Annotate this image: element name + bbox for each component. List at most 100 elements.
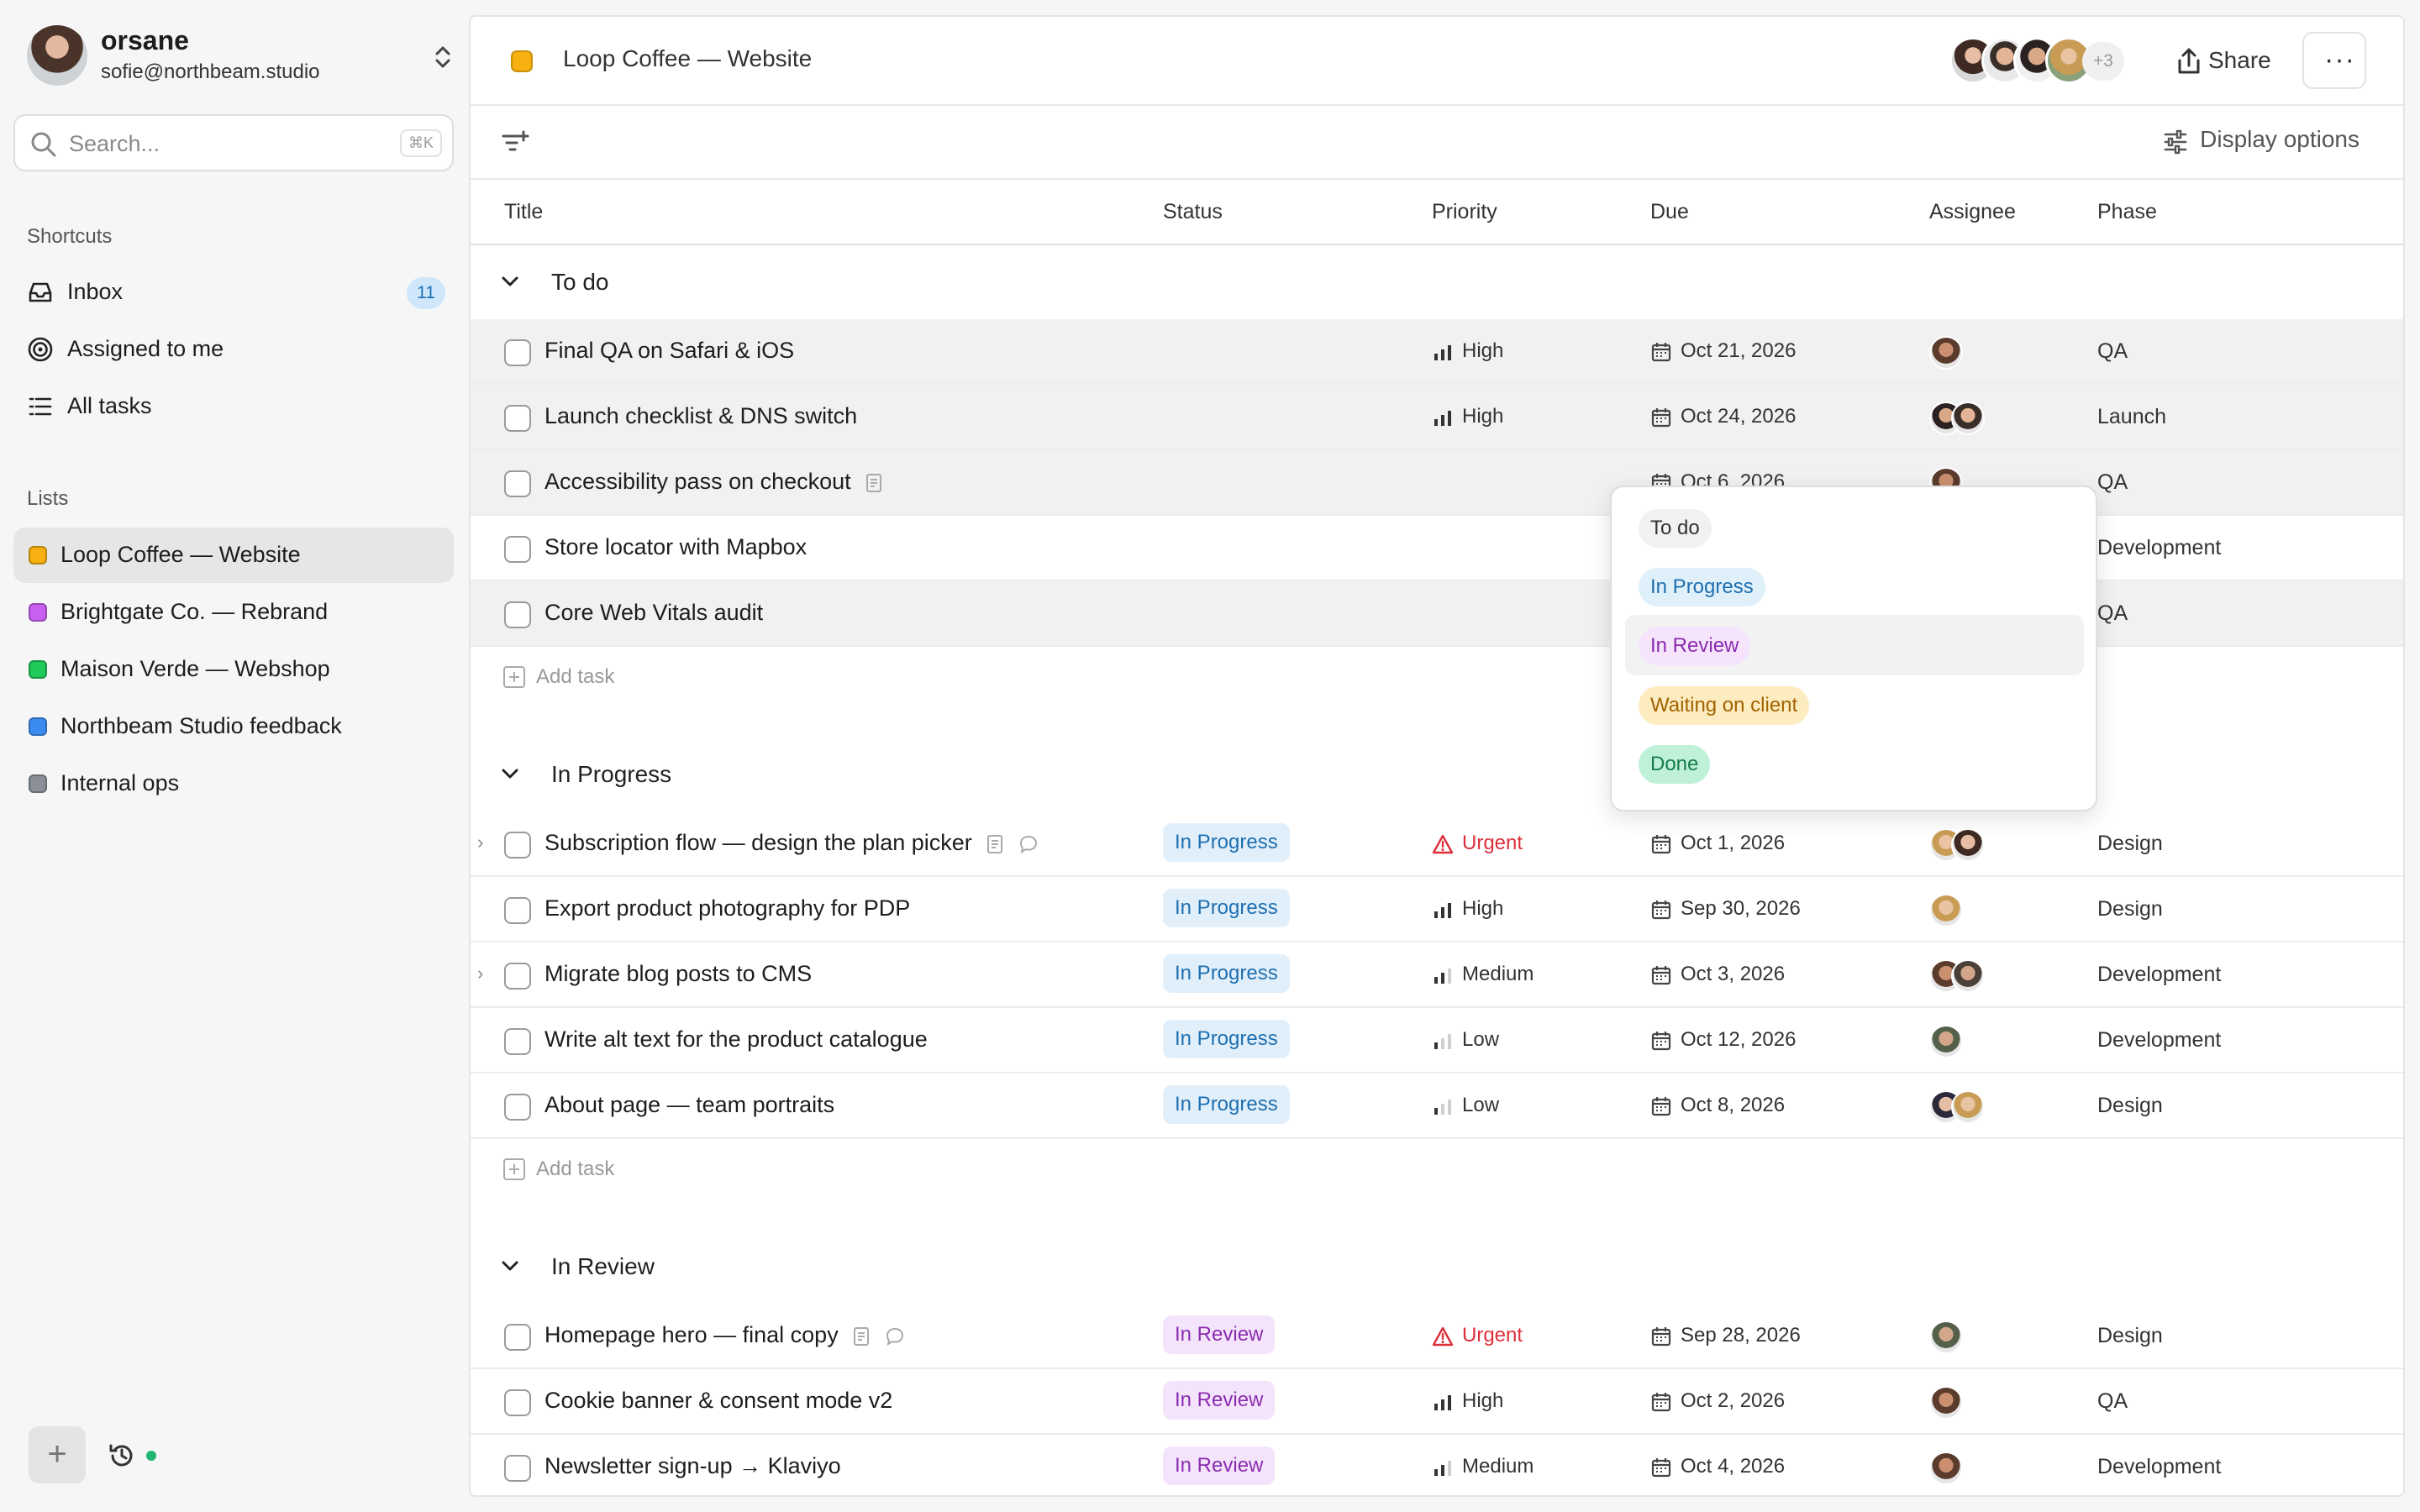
phase-cell[interactable]: Design (2097, 897, 2163, 921)
status-option-in-progress[interactable]: In Progress (1625, 556, 2084, 617)
chevron-down-icon[interactable] (499, 270, 521, 292)
task-title[interactable]: Launch checklist & DNS switch (544, 403, 857, 429)
assignee-cell[interactable] (1929, 1452, 2030, 1485)
task-title[interactable]: Subscription flow — design the plan pick… (544, 830, 1039, 856)
task-checkbox[interactable] (504, 536, 531, 563)
column-header-phase[interactable]: Phase (2097, 200, 2157, 223)
task-title[interactable]: Write alt text for the product catalogue (544, 1026, 928, 1053)
phase-cell[interactable]: QA (2097, 601, 2128, 625)
task-checkbox[interactable] (504, 963, 531, 990)
sidebar-list-item[interactable]: Loop Coffee — Website (13, 528, 454, 583)
assignee-cell[interactable] (1929, 1320, 2030, 1354)
column-header-due[interactable]: Due (1650, 200, 1689, 223)
task-title[interactable]: Accessibility pass on checkout (544, 469, 885, 495)
status-badge[interactable]: In Progress (1163, 1085, 1290, 1124)
task-checkbox[interactable] (504, 339, 531, 366)
task-checkbox[interactable] (504, 1389, 531, 1416)
table-row[interactable]: Store locator with MapboxOct 10, 2026Dev… (471, 516, 2403, 581)
task-checkbox[interactable] (504, 601, 531, 628)
table-row[interactable]: › Subscription flow — design the plan pic… (471, 811, 2403, 877)
table-row[interactable]: Launch checklist & DNS switch High Oct 24,… (471, 385, 2403, 450)
phase-cell[interactable]: QA (2097, 470, 2128, 494)
assignee-cell[interactable] (1929, 828, 2030, 862)
phase-cell[interactable]: Development (2097, 536, 2222, 559)
assignee-cell[interactable] (1929, 959, 2030, 993)
table-row[interactable]: Homepage hero — final copy In Review Urgen… (471, 1304, 2403, 1369)
search-input[interactable]: Search... ⌘K (13, 114, 454, 171)
status-badge[interactable]: In Review (1163, 1381, 1276, 1420)
sidebar-item-inbox[interactable]: Inbox 11 (13, 264, 454, 319)
task-checkbox[interactable] (504, 1028, 531, 1055)
expand-chevron-icon[interactable]: › (477, 963, 484, 984)
sidebar-list-item[interactable]: Internal ops (13, 756, 454, 811)
sidebar-list-item[interactable]: Northbeam Studio feedback (13, 699, 454, 754)
filter-add-icon[interactable] (501, 129, 529, 156)
table-row[interactable]: Cookie banner & consent mode v2 In Review… (471, 1369, 2403, 1435)
phase-cell[interactable]: Launch (2097, 405, 2167, 428)
column-header-priority[interactable]: Priority (1432, 200, 1497, 223)
table-row[interactable]: Final QA on Safari & iOS High Oct 21, 2026… (471, 319, 2403, 385)
task-checkbox[interactable] (504, 1094, 531, 1121)
table-row[interactable]: › Migrate blog posts to CMS In Progress Med… (471, 942, 2403, 1008)
phase-cell[interactable]: Development (2097, 1028, 2222, 1052)
assignee-cell[interactable] (1929, 1090, 2030, 1124)
status-option-in-review[interactable]: In Review (1625, 615, 2084, 675)
task-checkbox[interactable] (504, 1455, 531, 1482)
assignee-cell[interactable] (1929, 1386, 2030, 1420)
phase-cell[interactable]: Design (2097, 832, 2163, 855)
history-icon[interactable] (108, 1441, 136, 1470)
phase-cell[interactable]: QA (2097, 1389, 2128, 1413)
member-avatars[interactable]: +3 (1949, 34, 2151, 87)
status-badge[interactable]: In Progress (1163, 823, 1290, 862)
assignee-cell[interactable] (1929, 336, 2030, 370)
task-title[interactable]: Cookie banner & consent mode v2 (544, 1388, 892, 1414)
table-row[interactable]: About page — team portraits In Progress Lo… (471, 1074, 2403, 1139)
more-options-button[interactable]: ··· (2302, 32, 2366, 89)
task-title[interactable]: About page — team portraits (544, 1092, 834, 1118)
add-button[interactable]: + (29, 1426, 86, 1483)
task-checkbox[interactable] (504, 1324, 531, 1351)
assignee-cell[interactable] (1929, 894, 2030, 927)
task-title[interactable]: Store locator with Mapbox (544, 534, 807, 560)
display-options-button[interactable]: Display options (2164, 126, 2360, 160)
share-button[interactable]: Share (2170, 35, 2296, 87)
task-checkbox[interactable] (504, 897, 531, 924)
chevron-down-icon[interactable] (499, 1255, 521, 1277)
task-title[interactable]: Homepage hero — final copy (544, 1322, 906, 1348)
task-checkbox[interactable] (504, 832, 531, 858)
table-row[interactable]: Newsletter sign-up → Klaviyo In Review Med… (471, 1435, 2403, 1495)
status-badge[interactable]: In Progress (1163, 954, 1290, 993)
column-header-title[interactable]: Title (504, 200, 544, 223)
phase-cell[interactable]: Development (2097, 1455, 2222, 1478)
phase-cell[interactable]: Development (2097, 963, 2222, 986)
sidebar-list-item[interactable]: Brightgate Co. — Rebrand (13, 585, 454, 640)
user-switcher[interactable]: orsane sofie@northbeam.studio (27, 25, 455, 89)
column-header-status[interactable]: Status (1163, 200, 1223, 223)
table-row[interactable]: Export product photography for PDP In Pro… (471, 877, 2403, 942)
status-badge[interactable]: In Progress (1163, 889, 1290, 927)
task-title[interactable]: Migrate blog posts to CMS (544, 961, 812, 987)
task-title[interactable]: Export product photography for PDP (544, 895, 910, 921)
chevron-down-icon[interactable] (499, 763, 521, 785)
task-title[interactable]: Final QA on Safari & iOS (544, 338, 794, 364)
assignee-cell[interactable] (1929, 1025, 2030, 1058)
assignee-cell[interactable] (1929, 402, 2030, 435)
status-badge[interactable]: In Review (1163, 1446, 1276, 1485)
sidebar-item-assigned-to-me[interactable]: Assigned to me (13, 321, 454, 376)
task-checkbox[interactable] (504, 405, 531, 432)
status-badge[interactable]: In Progress (1163, 1020, 1290, 1058)
status-option-done[interactable]: Done (1625, 733, 2084, 794)
status-badge[interactable]: In Review (1163, 1315, 1276, 1354)
task-title[interactable]: Newsletter sign-up → Klaviyo (544, 1453, 841, 1479)
phase-cell[interactable]: Design (2097, 1094, 2163, 1117)
task-checkbox[interactable] (504, 470, 531, 497)
table-row[interactable]: Accessibility pass on checkout Oct 6, 202… (471, 450, 2403, 516)
table-row[interactable]: Write alt text for the product catalogue… (471, 1008, 2403, 1074)
column-header-assignee[interactable]: Assignee (1929, 200, 2016, 223)
status-option-waiting-on-client[interactable]: Waiting on client (1625, 675, 2084, 735)
status-option-to-do[interactable]: To do (1625, 497, 2084, 558)
phase-cell[interactable]: QA (2097, 339, 2128, 363)
phase-cell[interactable]: Design (2097, 1324, 2163, 1347)
expand-chevron-icon[interactable]: › (477, 832, 484, 853)
